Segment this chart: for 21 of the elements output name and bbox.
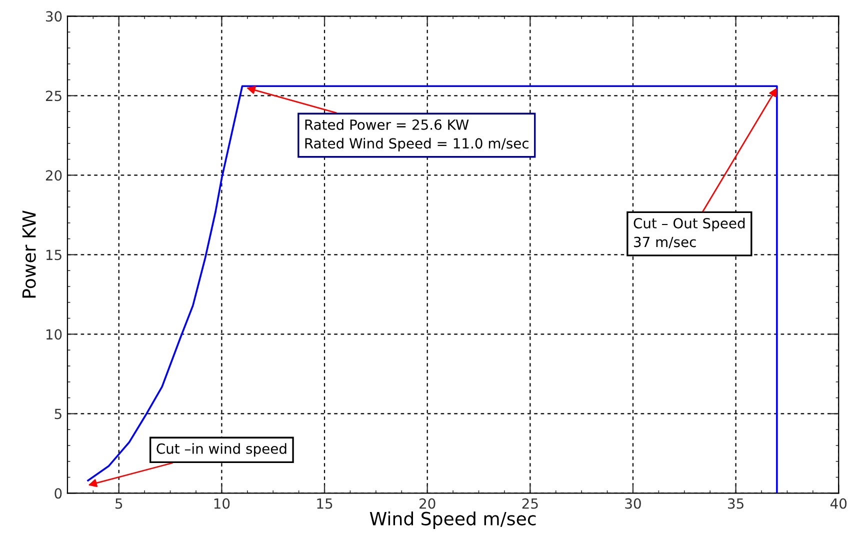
y-tick-label: 15	[46, 250, 62, 260]
y-axis-title: Power KW	[22, 210, 36, 298]
x-tick-label: 5	[116, 498, 122, 509]
x-tick-label: 40	[830, 498, 847, 509]
x-tick-label: 25	[522, 498, 538, 509]
x-axis-title: Wind Speed m/sec	[370, 511, 536, 529]
x-tick-label: 15	[317, 498, 332, 509]
y-tick-label: 25	[46, 90, 62, 102]
y-tick-label: 30	[46, 11, 62, 22]
y-tick-label: 20	[46, 170, 62, 181]
x-tick-label: 10	[214, 498, 230, 509]
y-tick-label: 5	[54, 408, 62, 420]
line-series	[87, 85, 778, 494]
y-tick-label: 0	[54, 488, 62, 499]
x-tick-label: 20	[420, 498, 436, 509]
annotation: Rated Power = 25.6 KW Rated Wind Speed = 11.0 m/sec	[305, 119, 528, 152]
x-tick-label: 35	[728, 498, 744, 509]
y-tick-label: 10	[46, 329, 62, 340]
x-tick-label: 30	[625, 498, 641, 509]
annotation: Cut – Out Speed 37 m/sec	[634, 218, 745, 248]
annotation: Cut –in wind speed	[156, 443, 286, 457]
